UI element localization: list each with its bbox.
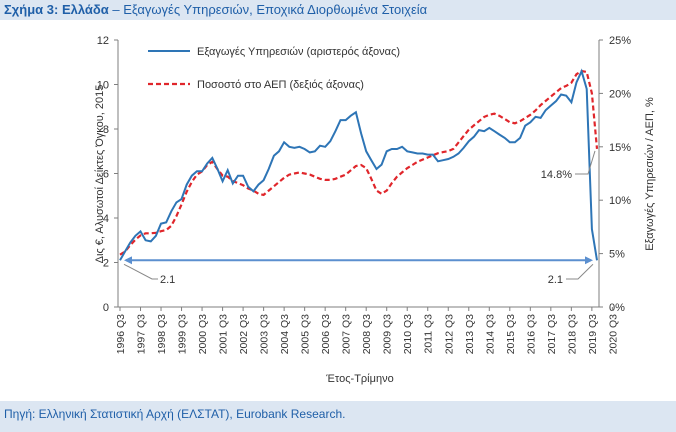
annotation-start-value: 2.1: [160, 274, 175, 286]
x-tick-label: 1997 Q3: [136, 314, 148, 354]
x-tick-label: 2005 Q3: [300, 314, 312, 354]
x-tick-label: 2011 Q3: [423, 314, 435, 354]
x-tick-label: 1998 Q3: [156, 314, 168, 354]
x-tick-label: 2001 Q3: [218, 314, 230, 354]
x-tick-label: 2019 Q3: [587, 314, 599, 354]
annotations: 2.1 2.1 14.8%: [123, 150, 596, 286]
figure-title-prefix: Σχήμα 3: Ελλάδα: [4, 2, 109, 17]
y-right-tick-label: 0%: [609, 302, 625, 314]
y-axis-label-left: Δις €, Αλυσωτοί Δείκτες Όγκου, 2015: [94, 85, 106, 264]
x-tick-label: 2016 Q3: [525, 314, 537, 354]
x-tick-label: 2014 Q3: [484, 314, 496, 354]
annotation-last-value: 14.8%: [541, 169, 572, 181]
figure-title-text: – Εξαγωγές Υπηρεσιών, Εποχικά Διορθωμένα…: [108, 2, 428, 17]
y-left-tick-label: 8: [103, 124, 109, 136]
series-exports-line: [119, 68, 598, 261]
x-tick-label: 2009 Q3: [382, 314, 394, 354]
y-left-tick-label: 12: [97, 35, 109, 47]
y-right-tick-label: 5%: [609, 249, 625, 261]
callout-line-end: [566, 263, 594, 280]
x-tick-label: 2000 Q3: [197, 314, 209, 354]
x-tick-label: 2012 Q3: [443, 314, 455, 354]
plot-lines: [119, 68, 599, 261]
x-tick-label: 2007 Q3: [341, 314, 353, 354]
figure-title: Σχήμα 3: Ελλάδα – Εξαγωγές Υπηρεσιών, Επ…: [4, 2, 427, 17]
y-left-tick-label: 0: [103, 302, 109, 314]
x-tick-label: 2003 Q3: [259, 314, 271, 354]
x-tick-label: 2004 Q3: [279, 314, 291, 354]
y-right-tick-label: 15%: [609, 142, 631, 154]
y-right-tick-label: 10%: [609, 195, 631, 207]
x-axis-label: Έτος-Τρίμηνο: [325, 373, 393, 385]
callout-line-start: [123, 263, 158, 280]
y-left-tick-label: 2: [103, 258, 109, 270]
x-tick-label: 1996 Q3: [115, 314, 127, 354]
legend-label-exports: Εξαγωγές Υπηρεσιών (αριστερός άξονας): [197, 46, 400, 58]
chart: 2.1 2.1 14.8% Εξαγωγές Υπηρεσιών (αριστερό…: [94, 35, 656, 385]
y-left-tick-label: 10: [97, 80, 109, 92]
callout-line-last: [575, 150, 596, 175]
x-tick-label: 2002 Q3: [238, 314, 250, 354]
annotation-end-value: 2.1: [548, 274, 563, 286]
x-tick-label: 2018 Q3: [566, 314, 578, 354]
y-left-tick-label: 4: [103, 213, 109, 225]
legend: Εξαγωγές Υπηρεσιών (αριστερός άξονας) Ποσ…: [148, 46, 400, 91]
x-tick-label: 1999 Q3: [177, 314, 189, 354]
y-axis-label-right: Εξαγωγές Υπηρεσιών / ΑΕΠ, %: [644, 97, 656, 251]
series-gdp-share-line: [119, 69, 599, 256]
y-right-tick-label: 20%: [609, 88, 631, 100]
source-note: Πηγή: Ελληνική Στατιστική Αρχή (ΕΛΣΤΑΤ),…: [4, 407, 346, 421]
x-tick-label: 2006 Q3: [320, 314, 332, 354]
x-tick-label: 2008 Q3: [361, 314, 373, 354]
footer-band: [0, 401, 676, 432]
x-tick-label: 2015 Q3: [505, 314, 517, 354]
x-tick-label: 2013 Q3: [464, 314, 476, 354]
x-tick-label: 2017 Q3: [546, 314, 558, 354]
legend-label-gdp-share: Ποσοστό στο ΑΕΠ (δεξιός άξονας): [197, 79, 364, 91]
title-band: [0, 0, 676, 20]
ticks: 0 2 4 6 8 10 12 0% 5% 10% 15% 20% 25% 1996 Q3 1997 Q3 1…: [97, 35, 631, 354]
y-right-tick-label: 25%: [609, 35, 631, 47]
x-tick-label: 2010 Q3: [402, 314, 414, 354]
x-tick-label: 2020 Q3: [607, 314, 619, 354]
y-left-tick-label: 6: [103, 169, 109, 181]
